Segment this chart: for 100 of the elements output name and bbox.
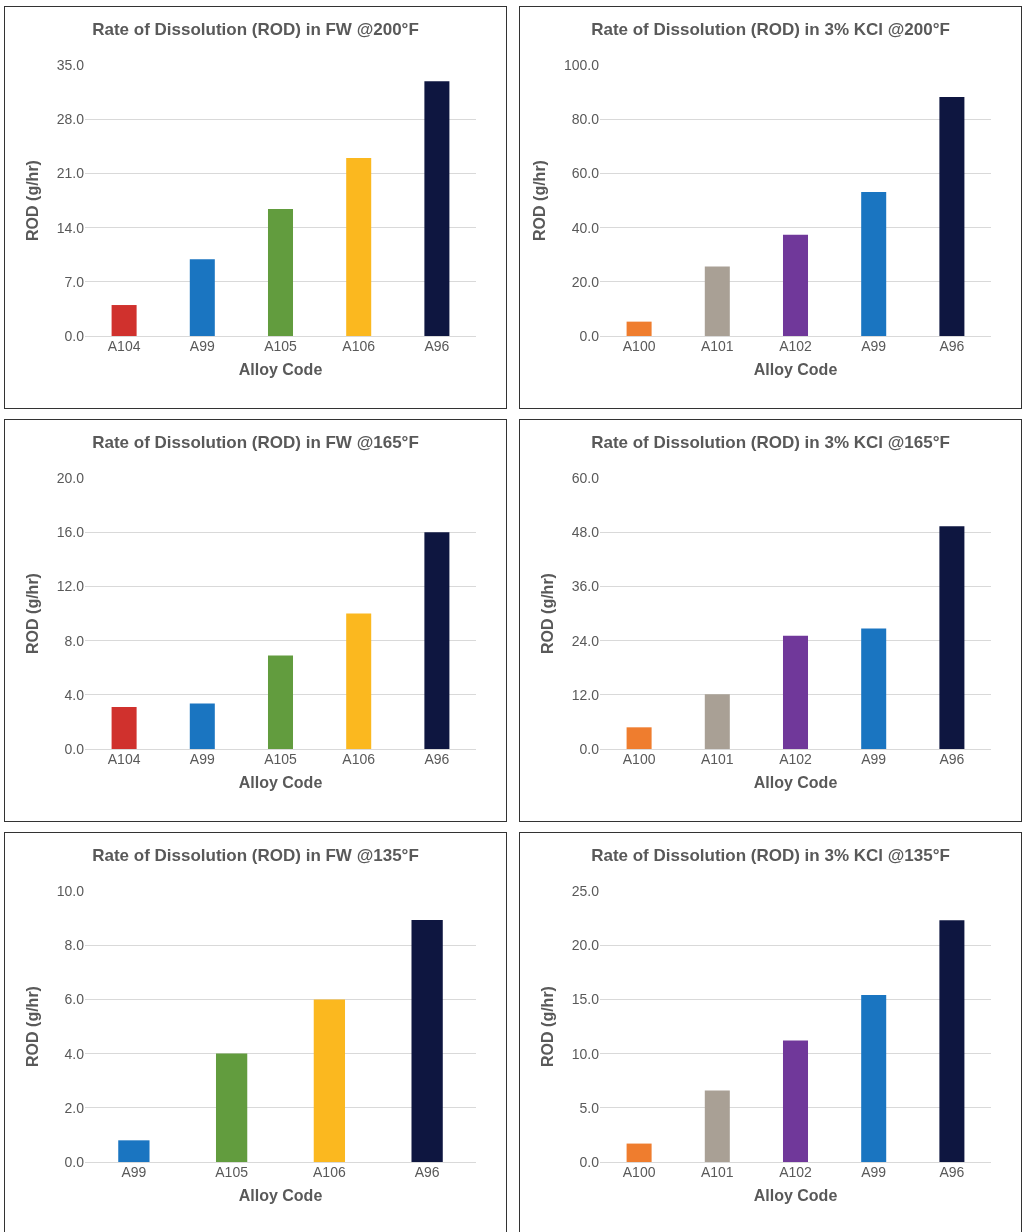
x-axis-title: Alloy Code <box>753 773 838 791</box>
bar <box>704 1090 730 1162</box>
bar <box>111 305 137 336</box>
x-tick-label: A104 <box>107 338 141 354</box>
chart-title: Rate of Dissolution (ROD) in FW @165°F <box>92 432 419 452</box>
y-tick-label: 8.0 <box>64 632 85 649</box>
y-tick-label: 5.0 <box>579 1099 600 1116</box>
x-axis-title: Alloy Code <box>238 360 323 378</box>
x-tick-label: A106 <box>313 1164 346 1180</box>
y-axis-title: ROD (g/hr) <box>23 573 41 654</box>
x-tick-label: A99 <box>189 338 215 354</box>
y-tick-label: 10.0 <box>56 882 85 899</box>
x-tick-label: A106 <box>342 751 376 767</box>
x-axis-title: Alloy Code <box>238 773 323 791</box>
x-tick-label: A99 <box>861 1164 887 1180</box>
y-tick-label: 25.0 <box>571 882 600 899</box>
chart-title: Rate of Dissolution (ROD) in FW @200°F <box>92 19 419 39</box>
y-tick-label: 60.0 <box>571 165 600 182</box>
chart-title: Rate of Dissolution (ROD) in 3% KCl @165°F <box>591 432 950 452</box>
bar <box>346 157 372 336</box>
y-tick-label: 0.0 <box>579 327 600 344</box>
bar <box>782 1040 809 1162</box>
x-tick-label: A99 <box>121 1164 147 1180</box>
x-tick-label: A105 <box>264 338 298 354</box>
bar <box>215 1053 248 1162</box>
x-tick-label: A102 <box>779 338 813 354</box>
bar <box>939 920 965 1162</box>
x-axis-title: Alloy Code <box>238 1186 323 1204</box>
y-tick-label: 48.0 <box>571 524 600 541</box>
y-tick-label: 35.0 <box>56 56 85 73</box>
y-axis-title: ROD (g/hr) <box>530 160 548 241</box>
x-tick-label: A99 <box>861 338 887 354</box>
x-axis-title: Alloy Code <box>753 360 838 378</box>
x-tick-label: A96 <box>414 1164 440 1180</box>
y-tick-label: 4.0 <box>64 686 85 703</box>
x-tick-label: A101 <box>700 338 734 354</box>
y-axis-title: ROD (g/hr) <box>538 986 556 1067</box>
bar <box>704 266 730 336</box>
chart-title: Rate of Dissolution (ROD) in FW @135°F <box>92 845 419 865</box>
bar <box>189 703 215 749</box>
bar <box>111 707 137 749</box>
bar <box>861 192 887 336</box>
y-tick-label: 40.0 <box>571 219 600 236</box>
y-tick-label: 60.0 <box>571 469 600 486</box>
x-tick-label: A101 <box>700 1164 734 1180</box>
y-tick-label: 4.0 <box>64 1045 85 1062</box>
x-tick-label: A99 <box>189 751 215 767</box>
bar <box>411 920 443 1162</box>
y-tick-label: 0.0 <box>64 327 85 344</box>
bar <box>118 1140 150 1162</box>
bar <box>626 727 652 749</box>
chart-title: Rate of Dissolution (ROD) in 3% KCl @135°F <box>591 845 950 865</box>
y-tick-label: 15.0 <box>571 991 600 1008</box>
x-tick-label: A99 <box>861 751 887 767</box>
bar <box>267 209 294 336</box>
y-tick-label: 2.0 <box>64 1099 85 1116</box>
y-tick-label: 100.0 <box>563 56 600 73</box>
y-tick-label: 0.0 <box>579 740 600 757</box>
y-tick-label: 80.0 <box>571 111 600 128</box>
x-tick-label: A100 <box>622 1164 656 1180</box>
y-tick-label: 8.0 <box>64 937 85 954</box>
bar <box>626 1143 652 1162</box>
y-tick-label: 12.0 <box>571 686 600 703</box>
y-tick-label: 0.0 <box>64 1153 85 1170</box>
bar <box>782 234 809 336</box>
y-tick-label: 6.0 <box>64 991 85 1008</box>
y-tick-label: 0.0 <box>579 1153 600 1170</box>
x-tick-label: A104 <box>107 751 141 767</box>
bar <box>939 96 965 336</box>
x-axis-title: Alloy Code <box>753 1186 838 1204</box>
x-tick-label: A96 <box>424 338 450 354</box>
x-tick-label: A102 <box>779 751 813 767</box>
bar <box>861 628 887 749</box>
bar <box>424 532 450 749</box>
bar <box>704 694 730 749</box>
bar <box>861 995 887 1162</box>
x-tick-label: A105 <box>264 751 298 767</box>
bar <box>782 635 809 749</box>
y-tick-label: 24.0 <box>571 632 600 649</box>
y-tick-label: 0.0 <box>64 740 85 757</box>
bar <box>313 999 346 1162</box>
x-tick-label: A96 <box>939 1164 965 1180</box>
x-tick-label: A106 <box>342 338 376 354</box>
bar <box>189 259 215 336</box>
y-tick-label: 12.0 <box>56 578 85 595</box>
bar <box>267 655 294 749</box>
x-tick-label: A100 <box>622 751 656 767</box>
x-tick-label: A96 <box>424 751 450 767</box>
x-tick-label: A102 <box>779 1164 813 1180</box>
y-tick-label: 28.0 <box>56 111 85 128</box>
bar <box>626 321 652 336</box>
y-axis-title: ROD (g/hr) <box>23 160 41 241</box>
y-tick-label: 14.0 <box>56 219 85 236</box>
x-tick-label: A105 <box>215 1164 249 1180</box>
y-tick-label: 21.0 <box>56 165 85 182</box>
y-axis-title: ROD (g/hr) <box>23 986 41 1067</box>
y-axis-title: ROD (g/hr) <box>538 573 556 654</box>
x-tick-label: A96 <box>939 751 965 767</box>
bar <box>346 613 372 749</box>
y-tick-label: 16.0 <box>56 524 85 541</box>
